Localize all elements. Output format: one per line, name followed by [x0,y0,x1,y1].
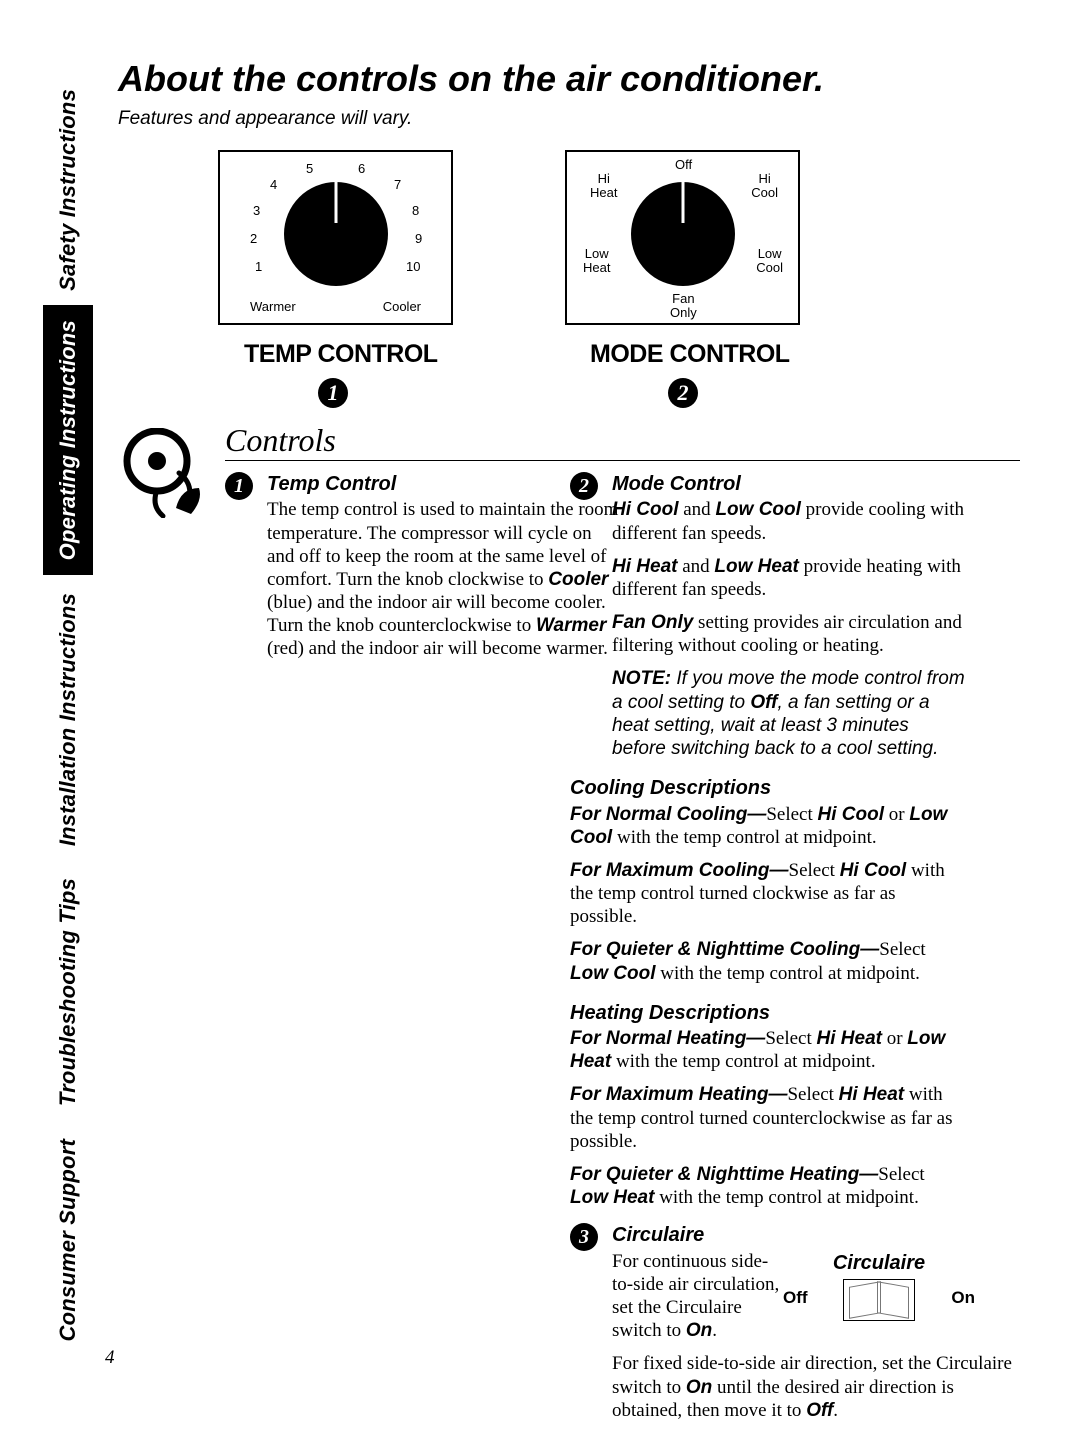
cooling-descriptions-text: For Normal Cooling—Select Hi Cool or Low… [570,803,965,985]
circulaire-text-1: For continuous side-to-side air circulat… [612,1250,787,1343]
item-temp-control: 1 Temp Control The temp control is used … [225,472,620,661]
num-badge-2: 2 [570,472,598,500]
item-mode-control: 2 Mode Control Hi Cool and Low Cool prov… [570,472,965,760]
sidebar: Safety Instructions Operating Instructio… [43,40,93,1360]
num-badge-1: 1 [225,472,253,500]
item-title-mode: Mode Control [612,472,965,496]
mode-control-label: MODE CONTROL [590,340,790,369]
sidebar-tab-safety[interactable]: Safety Instructions [43,80,93,300]
sidebar-tab-installation[interactable]: Installation Instructions [43,580,93,860]
left-column: 1 Temp Control The temp control is used … [225,472,620,671]
right-column: 2 Mode Control Hi Cool and Low Cool prov… [570,472,965,1432]
sidebar-tab-troubleshooting[interactable]: Troubleshooting Tips [43,865,93,1120]
circulaire-switch-diagram: Circulaire Off On [783,1251,975,1337]
features-note: Features and appearance will vary. [118,108,412,130]
heating-descriptions-text: For Normal Heating—Select Hi Heat or Low… [570,1027,965,1209]
temp-control-diagram: 1 2 3 4 5 6 7 8 9 10 Warmer Cooler [218,150,453,325]
item-circulaire: 3 Circulaire For continuous side-to-side… [570,1223,965,1422]
badge-2: 2 [668,378,698,408]
temp-control-label: TEMP CONTROL [244,340,438,369]
item-title-temp: Temp Control [267,472,620,496]
cooler-label: Cooler [383,300,421,314]
item-title-circulaire: Circulaire [612,1223,965,1247]
circulaire-label: Circulaire [783,1251,975,1275]
sidebar-tab-operating[interactable]: Operating Instructions [43,305,93,575]
page-title: About the controls on the air conditione… [118,58,824,100]
controls-heading: Controls [225,422,336,459]
circulaire-text-2: For fixed side-to-side air direction, se… [612,1352,1022,1422]
divider [225,460,1020,461]
page-number: 4 [105,1347,115,1369]
mode-control-diagram: Off Hi Heat Hi Cool Low Heat Low Cool Fa… [565,150,800,325]
face-icon [121,428,209,518]
mode-control-text: Hi Cool and Low Cool provide cooling wit… [612,498,965,760]
cooling-descriptions-heading: Cooling Descriptions [570,776,965,800]
sidebar-tab-consumer-support[interactable]: Consumer Support [43,1125,93,1355]
num-badge-3: 3 [570,1223,598,1251]
badge-1: 1 [318,378,348,408]
temp-control-text: The temp control is used to maintain the… [267,498,620,660]
heating-descriptions-heading: Heating Descriptions [570,1001,965,1025]
warmer-label: Warmer [250,300,296,314]
